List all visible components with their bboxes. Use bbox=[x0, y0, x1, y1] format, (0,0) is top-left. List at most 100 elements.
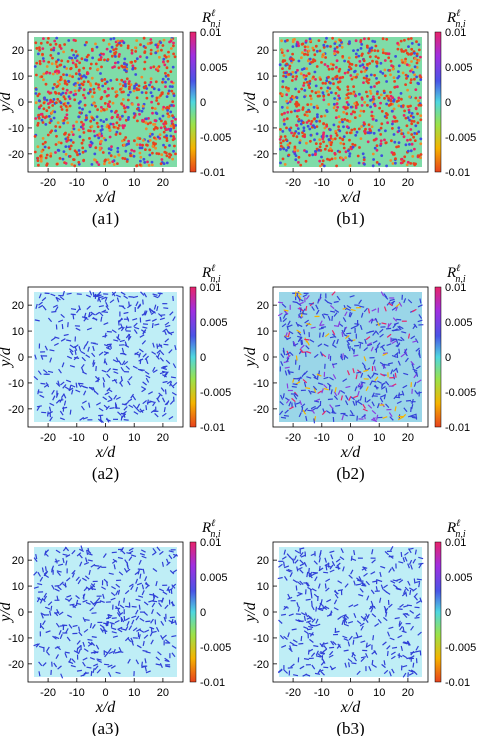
particle bbox=[413, 147, 416, 151]
particle bbox=[308, 615, 314, 621]
y-tick-label: -10 bbox=[253, 123, 269, 135]
particle bbox=[383, 293, 388, 298]
particle bbox=[404, 73, 408, 77]
particle bbox=[40, 150, 44, 153]
particle bbox=[172, 41, 175, 45]
particle bbox=[38, 671, 41, 677]
particle bbox=[334, 309, 340, 313]
particle bbox=[157, 88, 161, 92]
particle bbox=[149, 66, 153, 70]
particle bbox=[335, 66, 338, 69]
particle bbox=[107, 151, 111, 155]
particle bbox=[151, 322, 154, 328]
particle bbox=[306, 45, 310, 49]
particle bbox=[38, 62, 42, 66]
particle bbox=[321, 81, 325, 85]
particle bbox=[283, 549, 286, 555]
particle bbox=[327, 67, 331, 71]
particle bbox=[339, 39, 342, 42]
particle bbox=[72, 624, 78, 628]
particle bbox=[117, 66, 121, 70]
particle bbox=[102, 38, 105, 42]
particle bbox=[49, 54, 53, 57]
particle bbox=[398, 301, 403, 307]
particle bbox=[75, 327, 81, 331]
particle bbox=[140, 549, 146, 553]
particle bbox=[156, 349, 161, 354]
particle bbox=[109, 50, 112, 53]
particle bbox=[372, 138, 376, 142]
particle bbox=[59, 75, 63, 79]
particle bbox=[133, 67, 137, 70]
particle bbox=[282, 147, 286, 151]
particle bbox=[381, 72, 385, 75]
particle bbox=[363, 122, 366, 126]
particle bbox=[325, 587, 330, 592]
particle bbox=[410, 651, 416, 654]
particle bbox=[310, 390, 316, 394]
x-tick-label: 0 bbox=[347, 432, 353, 444]
particle bbox=[85, 41, 88, 44]
particle bbox=[318, 669, 324, 673]
particle bbox=[96, 294, 102, 298]
particle bbox=[372, 635, 375, 641]
particle bbox=[62, 583, 67, 588]
particle bbox=[66, 60, 70, 63]
particle bbox=[101, 586, 107, 590]
particle bbox=[308, 57, 312, 61]
particle bbox=[62, 546, 67, 552]
particle bbox=[124, 617, 130, 621]
particle bbox=[52, 395, 56, 401]
particle bbox=[397, 360, 401, 366]
particle bbox=[172, 553, 178, 559]
particle bbox=[125, 63, 129, 67]
particle bbox=[289, 572, 293, 578]
particle bbox=[88, 386, 94, 391]
particle bbox=[299, 547, 305, 550]
particle bbox=[318, 327, 324, 330]
particle bbox=[102, 335, 108, 338]
particle bbox=[311, 407, 317, 412]
particle bbox=[285, 62, 289, 66]
particle bbox=[314, 84, 318, 88]
particle bbox=[368, 605, 374, 610]
particle bbox=[409, 37, 413, 40]
particle bbox=[106, 330, 112, 333]
particle bbox=[69, 344, 75, 349]
particle bbox=[141, 118, 144, 122]
colorbar-tick-label: -0.01 bbox=[445, 677, 470, 689]
particle bbox=[147, 117, 150, 120]
particle bbox=[133, 84, 137, 88]
particle bbox=[142, 326, 148, 329]
particle bbox=[292, 134, 295, 138]
particle bbox=[169, 569, 175, 575]
particle bbox=[357, 401, 363, 406]
particle bbox=[145, 620, 151, 623]
particle bbox=[411, 363, 415, 369]
colorbar-label-sup: ℓ bbox=[456, 8, 460, 19]
particle bbox=[336, 562, 341, 567]
particle bbox=[418, 563, 423, 569]
particle bbox=[172, 569, 178, 574]
particle bbox=[109, 154, 113, 158]
particle bbox=[138, 55, 142, 58]
particle bbox=[65, 108, 69, 112]
particle bbox=[280, 51, 284, 54]
particle bbox=[142, 353, 147, 358]
particle bbox=[82, 617, 86, 623]
particle bbox=[67, 79, 70, 83]
particle bbox=[170, 601, 176, 607]
field-background bbox=[34, 547, 177, 677]
particle bbox=[328, 128, 332, 132]
particle bbox=[35, 643, 40, 648]
particle bbox=[134, 46, 137, 50]
particle bbox=[85, 340, 89, 346]
particle bbox=[57, 141, 61, 144]
particle bbox=[58, 157, 62, 160]
particle bbox=[381, 37, 385, 41]
colorbar-tick-label: 0.01 bbox=[200, 537, 221, 549]
particle bbox=[279, 401, 284, 406]
particle bbox=[85, 601, 91, 605]
particle bbox=[59, 93, 63, 96]
particle bbox=[75, 576, 80, 582]
